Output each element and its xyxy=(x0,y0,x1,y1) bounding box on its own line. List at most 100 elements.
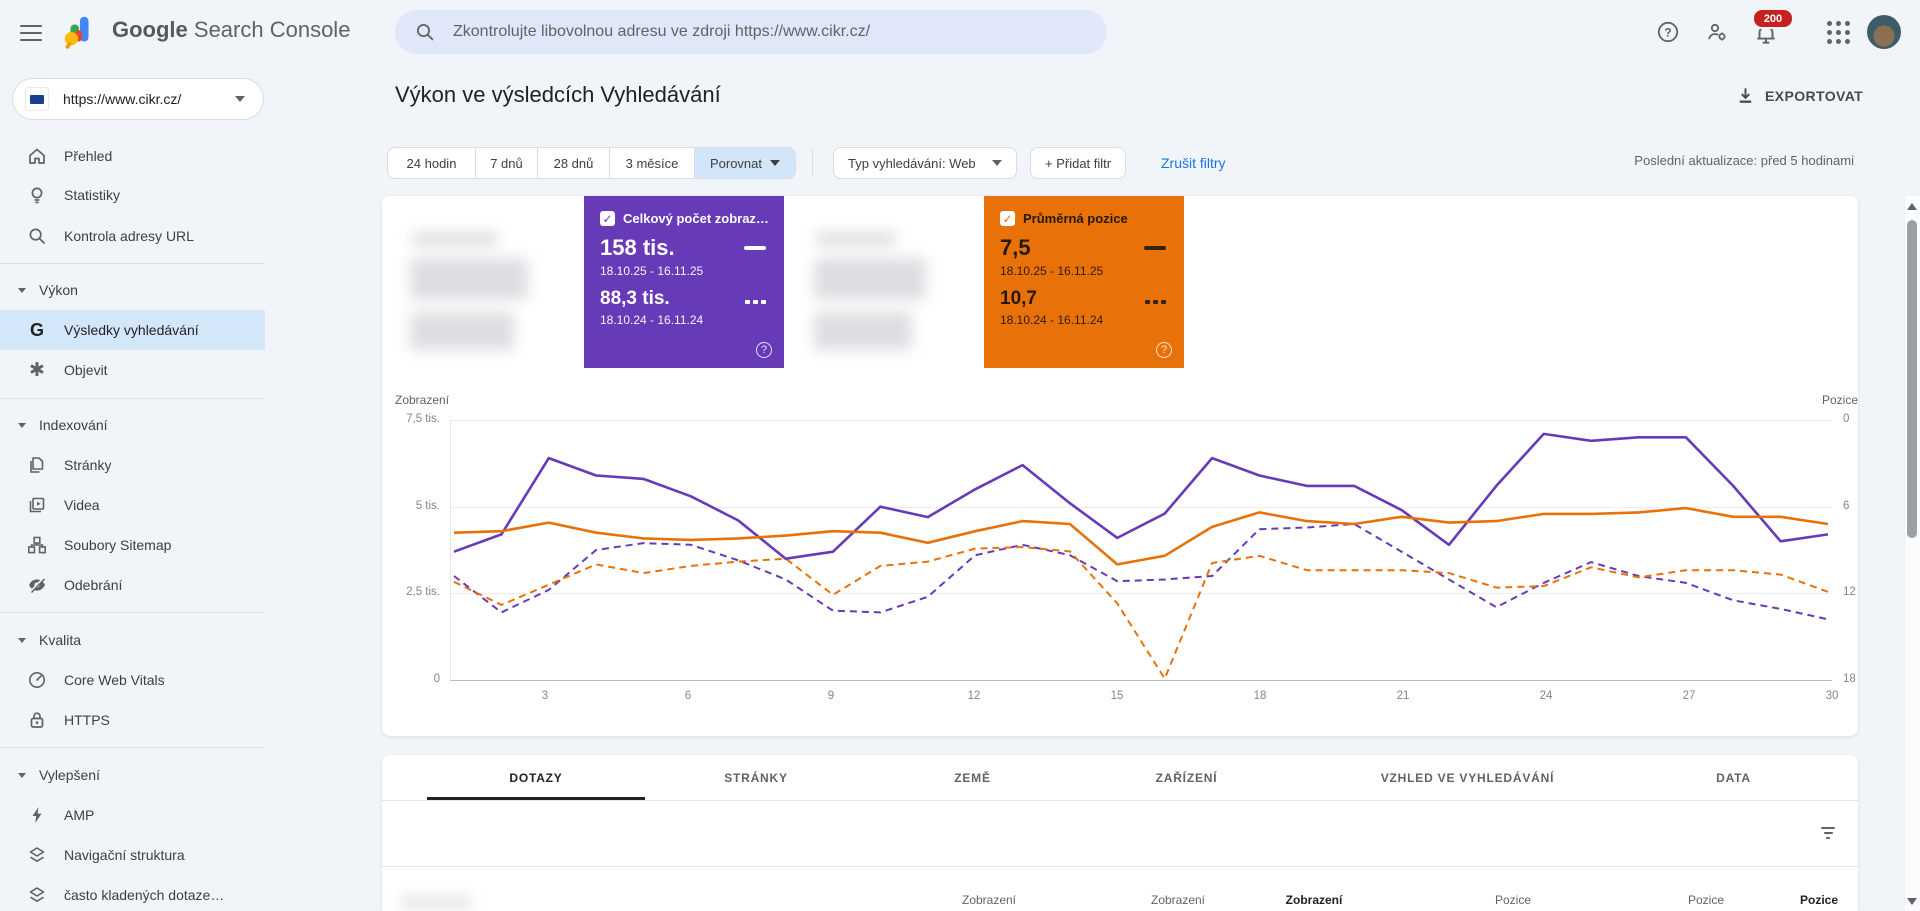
metric-card-ctr-blurred[interactable] xyxy=(784,196,984,368)
gridline xyxy=(450,507,1832,508)
metric-card-position[interactable]: ✓ Průměrná pozice 7,5 18.10.25 - 16.11.2… xyxy=(984,196,1184,368)
sidebar-item-label: Objevit xyxy=(64,362,108,378)
metric-card-impressions[interactable]: ✓ Celkový počet zobraz… 158 tis. 18.10.2… xyxy=(584,196,784,368)
column-header-position-current[interactable]: Pozice xyxy=(1494,893,1532,907)
property-favicon xyxy=(25,87,49,111)
x-tick: 30 xyxy=(1825,690,1839,702)
lock-icon xyxy=(27,710,47,730)
row-header-blurred xyxy=(400,897,472,907)
scrollbar-up-arrow[interactable] xyxy=(1907,203,1917,210)
sidebar-section-performance[interactable]: Výkon xyxy=(0,270,265,310)
performance-line-chart xyxy=(453,432,1829,680)
metric-card-clicks-blurred[interactable] xyxy=(382,196,584,368)
range-3m-button[interactable]: 3 měsíce xyxy=(610,148,695,178)
scrollbar-down-arrow[interactable] xyxy=(1907,898,1917,905)
dimension-tabs: DOTAZY STRÁNKY ZEMĚ ZAŘÍZENÍ VZHLED VE V… xyxy=(427,755,1827,800)
range-7d-button[interactable]: 7 dnů xyxy=(476,148,538,178)
lightning-bolt-icon xyxy=(27,805,47,825)
compare-button[interactable]: Porovnat xyxy=(695,148,795,178)
position-checkbox[interactable]: ✓ xyxy=(1000,211,1015,226)
sidebar-item-pages[interactable]: Stránky xyxy=(0,445,265,485)
dashed-line-swatch xyxy=(745,300,766,304)
google-apps-grid-icon[interactable] xyxy=(1824,18,1852,46)
add-filter-chip[interactable]: + Přidat filtr xyxy=(1030,147,1127,179)
right-tick: 6 xyxy=(1843,500,1850,512)
divider xyxy=(0,747,265,748)
property-selector[interactable]: https://www.cikr.cz/ xyxy=(12,78,264,120)
help-icon[interactable]: ? xyxy=(756,342,772,358)
chevron-down-icon xyxy=(235,96,245,102)
sidebar-item-sitemaps[interactable]: Soubory Sitemap xyxy=(0,525,265,565)
tab-dates[interactable]: DATA xyxy=(1716,770,1751,785)
divider xyxy=(0,612,265,613)
sidebar-item-faq[interactable]: často kladených dotaze… xyxy=(0,875,265,911)
help-icon[interactable]: ? xyxy=(1156,342,1172,358)
column-header-position-diff[interactable]: Pozice xyxy=(1799,893,1839,907)
dashed-line-swatch xyxy=(1145,300,1166,304)
search-type-chip[interactable]: Typ vyhledávání: Web xyxy=(833,147,1017,179)
divider xyxy=(382,866,1858,867)
sidebar-item-discover[interactable]: ✱ Objevit xyxy=(0,350,265,390)
range-28d-button[interactable]: 28 dnů xyxy=(538,148,610,178)
sidebar-item-url-inspection[interactable]: Kontrola adresy URL xyxy=(0,216,265,256)
sidebar-item-insights[interactable]: Statistiky xyxy=(0,175,265,215)
notification-count-badge: 200 xyxy=(1752,8,1794,29)
search-type-label: Typ vyhledávání: Web xyxy=(848,155,976,171)
export-button[interactable]: EXPORTOVAT xyxy=(1736,86,1863,105)
help-icon[interactable]: ? xyxy=(1654,18,1682,46)
sidebar-item-label: Soubory Sitemap xyxy=(64,537,172,553)
sidebar-item-overview[interactable]: Přehled xyxy=(0,136,265,176)
table-filter-icon[interactable] xyxy=(1816,821,1840,845)
app-title-google: Google xyxy=(112,17,188,42)
column-header-impressions-previous[interactable]: Zobrazení xyxy=(1150,893,1206,907)
clear-filters-link[interactable]: Zrušit filtry xyxy=(1161,155,1226,171)
impressions-current-range: 18.10.25 - 16.11.25 xyxy=(600,264,704,278)
section-collapse-icon xyxy=(18,772,26,778)
user-settings-icon[interactable] xyxy=(1703,18,1731,46)
x-tick: 24 xyxy=(1539,690,1553,702)
sidebar-item-label: Navigační struktura xyxy=(64,847,185,863)
sidebar-section-enhancements[interactable]: Vylepšení xyxy=(0,755,265,795)
x-tick: 18 xyxy=(1253,690,1267,702)
divider xyxy=(0,398,265,399)
column-header-position-previous[interactable]: Pozice xyxy=(1687,893,1725,907)
vertical-scrollbar-thumb[interactable] xyxy=(1907,220,1917,538)
sidebar-item-search-results[interactable]: G Výsledky vyhledávání xyxy=(0,310,265,350)
sidebar-item-removals[interactable]: Odebrání xyxy=(0,565,265,605)
section-collapse-icon xyxy=(18,422,26,428)
sidebar-item-label: často kladených dotaze… xyxy=(64,887,225,903)
position-previous-value: 10,7 xyxy=(1000,288,1037,309)
sidebar-item-amp[interactable]: AMP xyxy=(0,795,265,835)
column-header-impressions-current[interactable]: Zobrazení xyxy=(961,893,1017,907)
impressions-checkbox[interactable]: ✓ xyxy=(600,211,615,226)
sidebar: https://www.cikr.cz/ Přehled Statistiky … xyxy=(0,64,265,911)
x-tick: 12 xyxy=(967,690,981,702)
tab-devices[interactable]: ZAŘÍZENÍ xyxy=(1155,770,1218,785)
right-tick: 12 xyxy=(1843,586,1856,598)
user-avatar[interactable] xyxy=(1867,15,1901,49)
range-24h-button[interactable]: 24 hodin xyxy=(388,148,476,178)
sidebar-item-https[interactable]: HTTPS xyxy=(0,700,265,740)
tab-search-appearance[interactable]: VZHLED VE VYHLEDÁVÁNÍ xyxy=(1380,770,1555,785)
sidebar-item-label: Core Web Vitals xyxy=(64,672,165,688)
sidebar-item-label: Videa xyxy=(64,497,100,513)
sidebar-item-videos[interactable]: Videa xyxy=(0,485,265,525)
tab-countries[interactable]: ZEMĚ xyxy=(954,770,991,785)
search-icon xyxy=(417,24,434,41)
chevron-down-icon xyxy=(992,160,1002,166)
column-header-impressions-diff[interactable]: Zobrazení xyxy=(1285,893,1343,907)
sidebar-section-experience[interactable]: Kvalita xyxy=(0,620,265,660)
sidebar-section-indexing[interactable]: Indexování xyxy=(0,405,265,445)
dimensions-table-card: DOTAZY STRÁNKY ZEMĚ ZAŘÍZENÍ VZHLED VE V… xyxy=(382,755,1858,911)
hamburger-menu-icon[interactable] xyxy=(20,20,46,44)
sidebar-item-label: Přehled xyxy=(64,148,113,164)
export-label: EXPORTOVAT xyxy=(1765,87,1864,104)
sidebar-item-label: AMP xyxy=(64,807,95,823)
sidebar-item-core-web-vitals[interactable]: Core Web Vitals xyxy=(0,660,265,700)
sidebar-item-breadcrumbs[interactable]: Navigační struktura xyxy=(0,835,265,875)
section-label: Výkon xyxy=(39,282,78,298)
tab-pages[interactable]: STRÁNKY xyxy=(724,770,788,785)
pages-icon xyxy=(27,455,47,475)
url-inspection-search-input[interactable]: Zkontrolujte libovolnou adresu ve zdroji… xyxy=(395,10,1107,54)
tab-queries[interactable]: DOTAZY xyxy=(427,755,645,800)
